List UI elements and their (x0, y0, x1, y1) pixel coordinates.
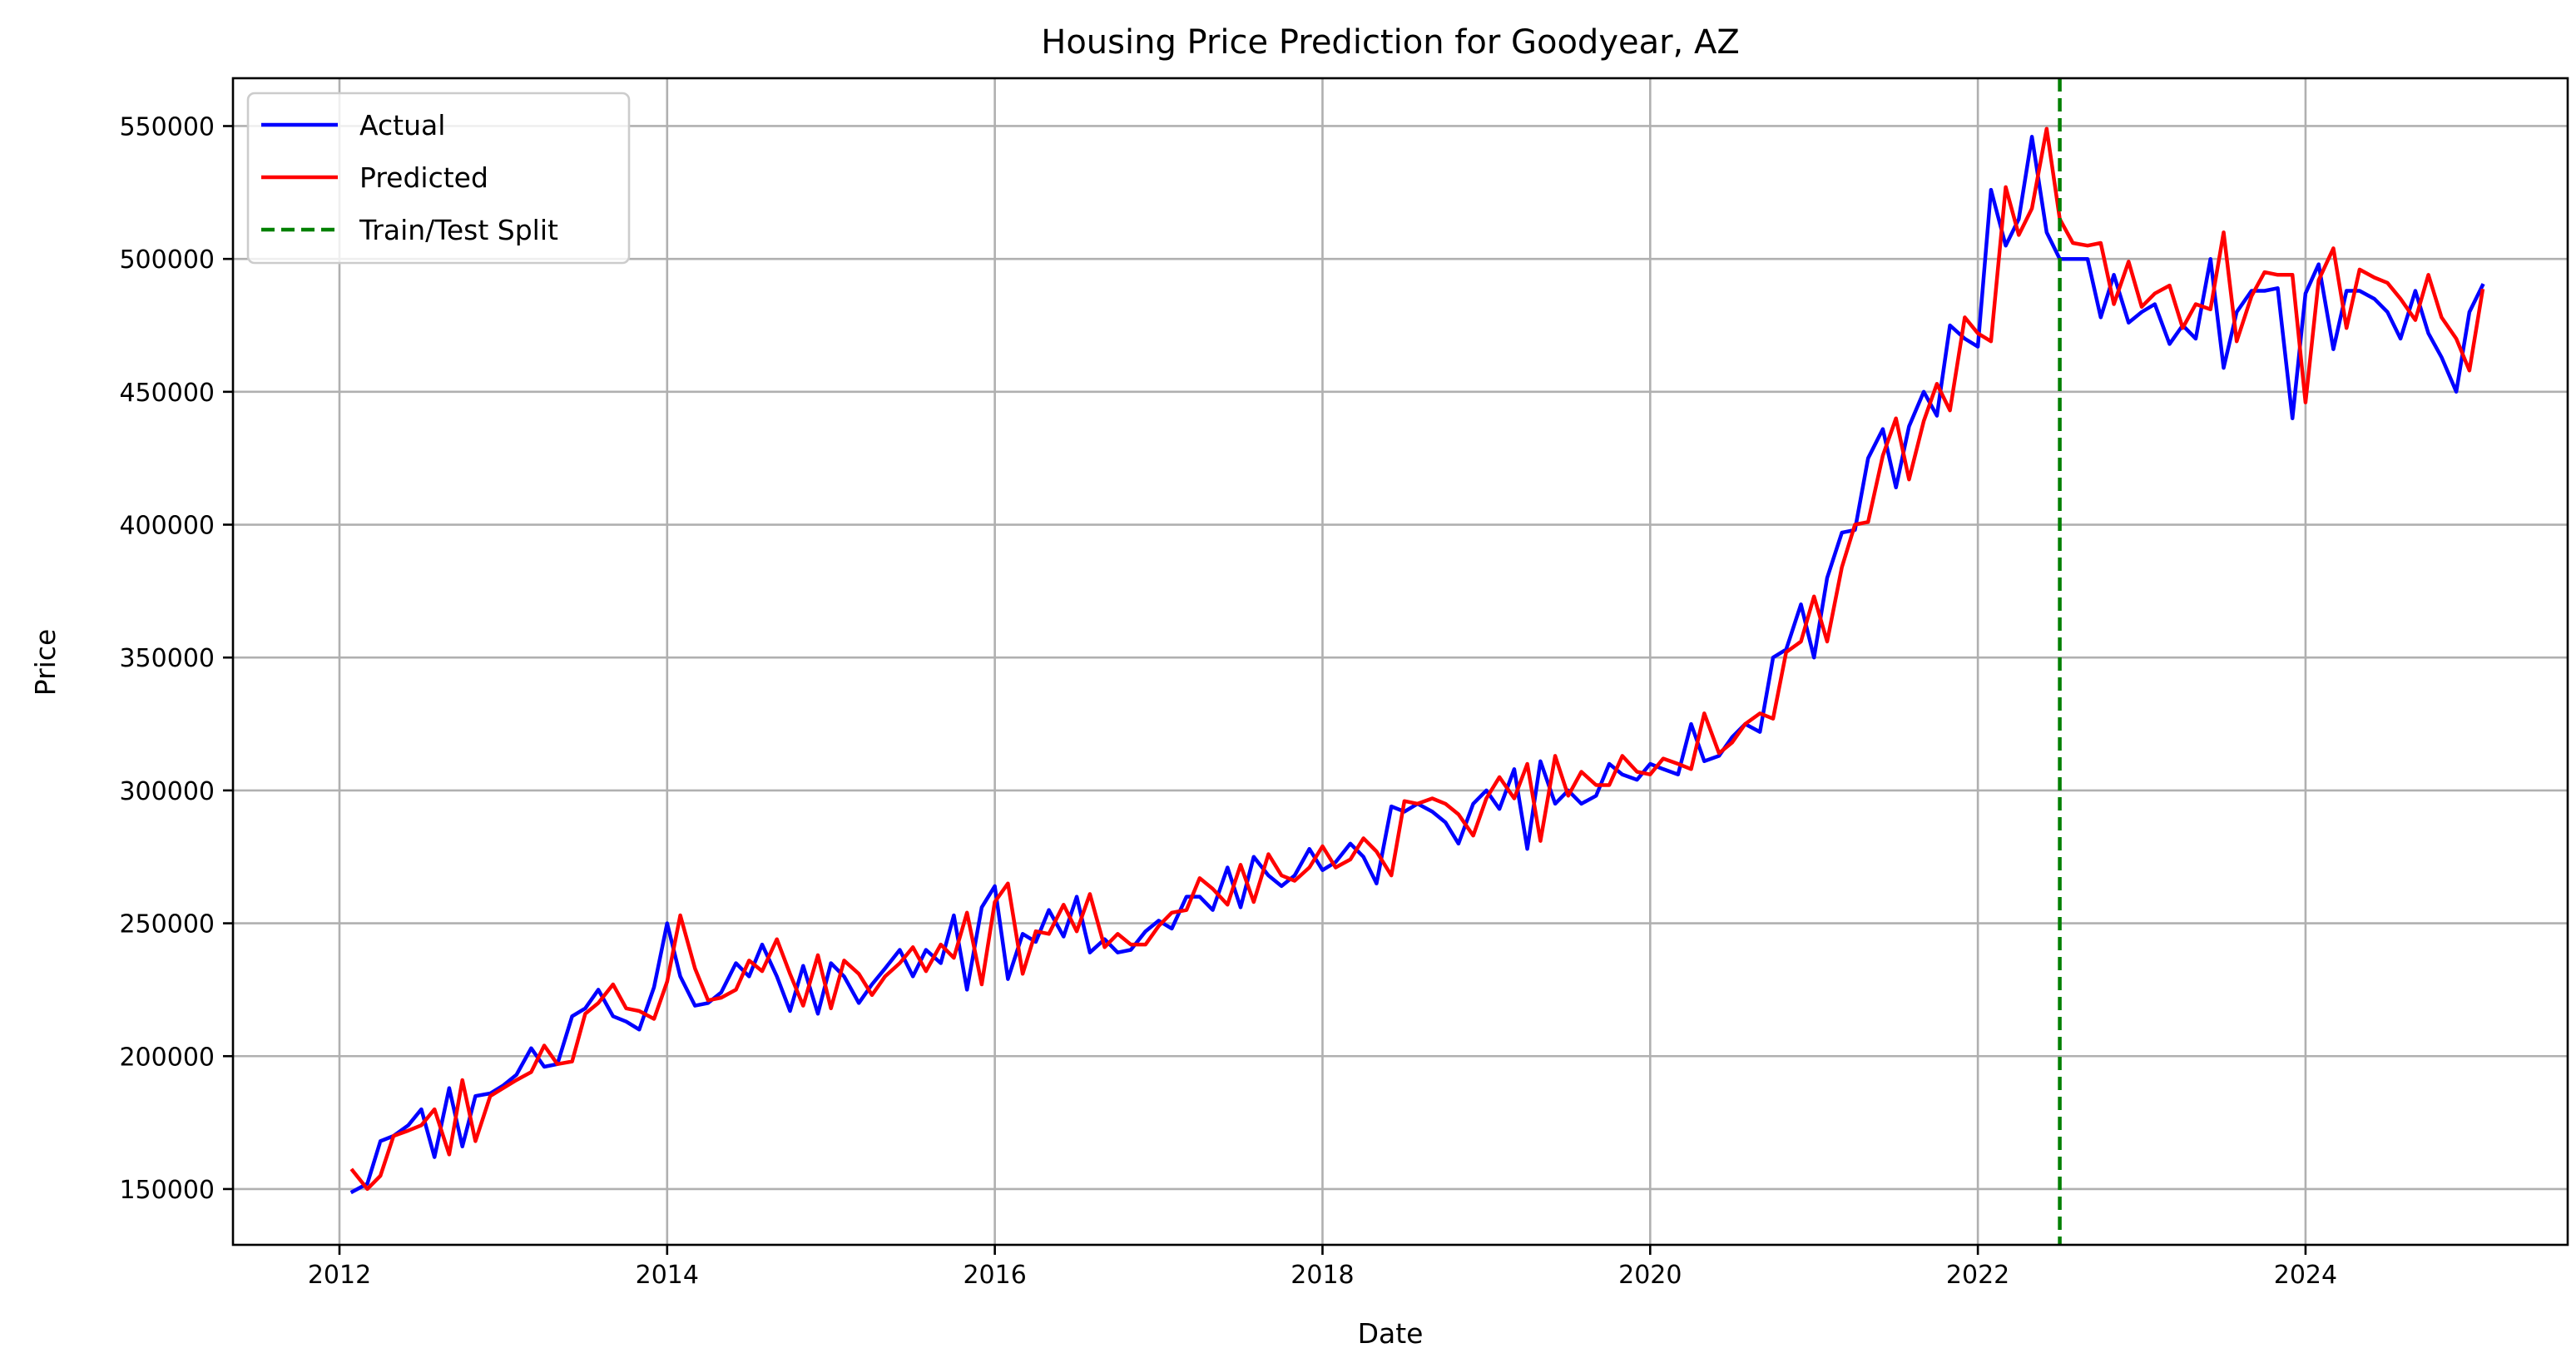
y-tick-label: 250000 (119, 910, 215, 939)
x-tick-label: 2018 (1290, 1261, 1354, 1290)
x-tick-label: 2014 (636, 1261, 699, 1290)
axes-frame (231, 77, 2569, 1247)
grid-lines (233, 78, 2568, 1245)
y-tick-label: 450000 (119, 379, 215, 408)
y-tick-label: 300000 (119, 777, 215, 806)
x-tick-label: 2024 (2274, 1261, 2337, 1290)
legend-box (246, 92, 631, 265)
legend-label-predicted: Predicted (359, 161, 488, 194)
y-tick-label: 200000 (119, 1043, 215, 1072)
y-tick-label: 150000 (119, 1176, 215, 1205)
x-tick-label: 2020 (1618, 1261, 1682, 1290)
legend: Actual Predicted Train/Test Split (246, 92, 631, 265)
legend-label-split: Train/Test Split (359, 214, 558, 246)
series-layer (349, 78, 2485, 1245)
y-axis-label: Price (29, 629, 62, 696)
chart-title: Housing Price Prediction for Goodyear, A… (1041, 23, 1740, 62)
x-tick-label: 2016 (963, 1261, 1026, 1290)
plot-frame (231, 77, 2569, 1247)
y-tick-label: 500000 (119, 245, 215, 275)
y-tick-label: 550000 (119, 112, 215, 141)
x-tick-label: 2012 (308, 1261, 371, 1290)
axis-ticks: 2012 2014 2016 2018 2020 2022 2024 150000 200000… (119, 112, 2337, 1290)
x-axis-label: Date (1358, 1317, 1424, 1350)
legend-label-actual: Actual (359, 109, 445, 141)
series-line-predicted (349, 126, 2485, 1192)
y-tick-label: 350000 (119, 644, 215, 673)
x-tick-label: 2022 (1946, 1261, 2009, 1290)
y-tick-label: 400000 (119, 512, 215, 541)
